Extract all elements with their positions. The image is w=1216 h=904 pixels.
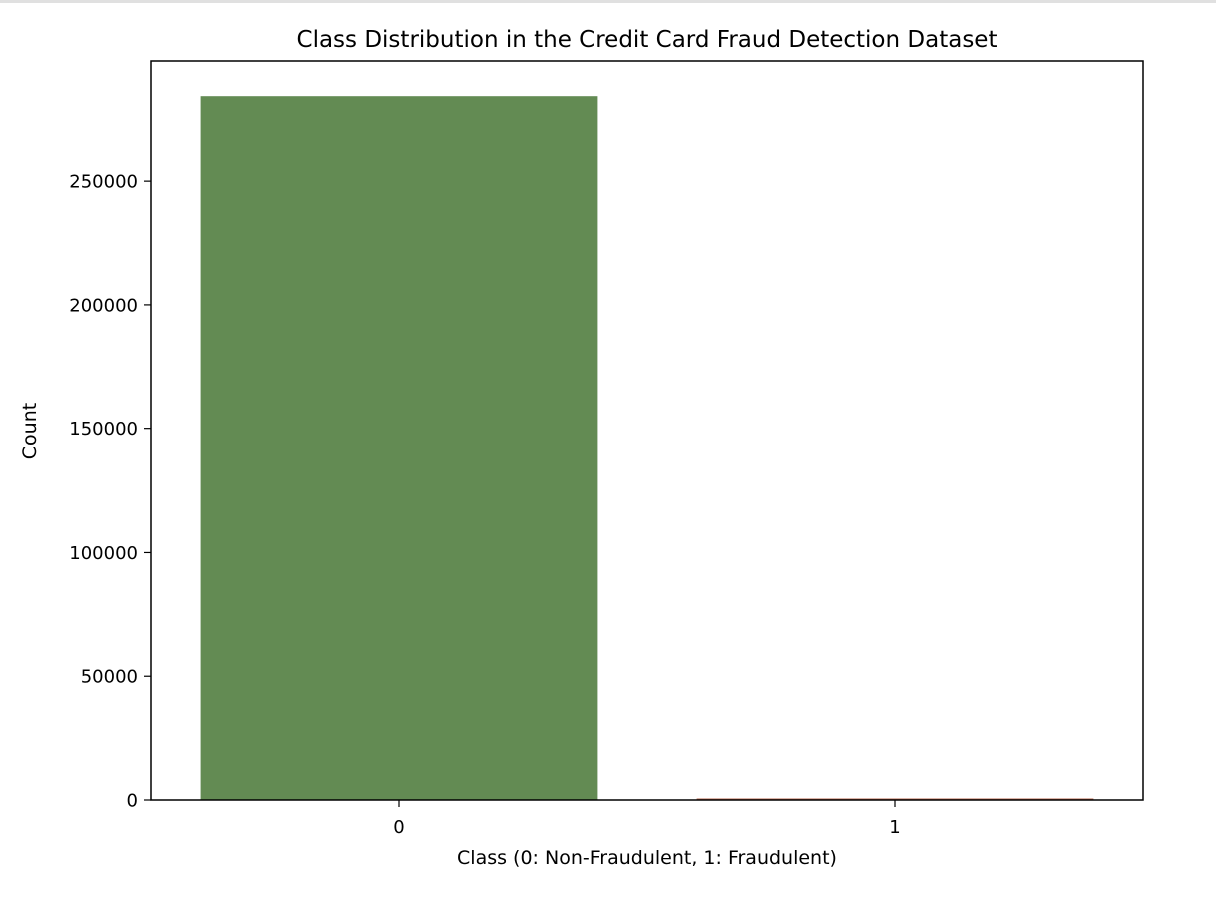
y-tick-label-100000: 100000 <box>69 543 138 564</box>
x-axis-label: Class (0: Non-Fraudulent, 1: Fraudulent) <box>457 847 837 869</box>
y-tick-label-50000: 50000 <box>81 667 138 688</box>
y-tick-label-150000: 150000 <box>69 419 138 440</box>
y-tick-label-200000: 200000 <box>69 295 138 316</box>
y-tick-label-250000: 250000 <box>69 172 138 193</box>
y-tick-label-0: 0 <box>127 791 138 812</box>
y-axis-ticks: 0 50000 100000 150000 200000 250000 <box>69 172 151 812</box>
x-tick-label-0: 0 <box>393 817 404 838</box>
top-border <box>0 0 1216 3</box>
y-axis-label: Count <box>19 403 41 459</box>
bar-class-0 <box>200 96 598 801</box>
plot-frame <box>150 60 1144 801</box>
x-tick-label-1: 1 <box>889 817 900 838</box>
chart-title: Class Distribution in the Credit Card Fr… <box>297 27 998 53</box>
bars-group <box>200 96 1094 801</box>
